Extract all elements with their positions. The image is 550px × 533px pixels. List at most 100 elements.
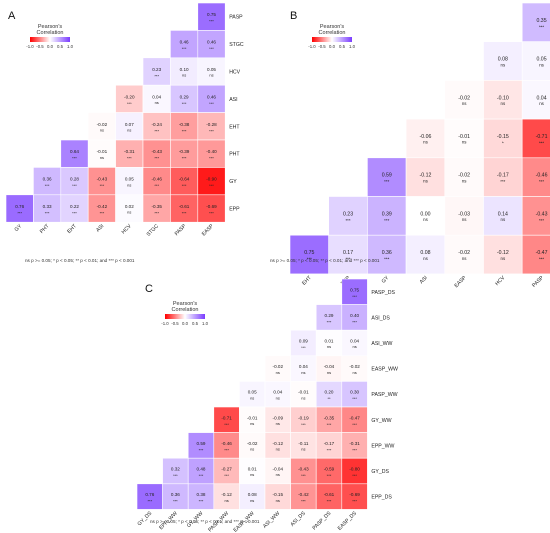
row-label: HCV xyxy=(229,70,240,76)
heatmap-cell xyxy=(521,118,550,159)
cell-significance-label: ns xyxy=(501,256,506,261)
row-label: ASI_WW xyxy=(371,341,392,347)
cell-significance-label: ns xyxy=(501,101,506,106)
cell-value-label: 0.04 xyxy=(536,95,546,101)
heatmap-cell xyxy=(290,457,317,485)
heatmap-cell xyxy=(142,167,171,196)
cell-value-label: -0.02 xyxy=(349,364,360,369)
heatmap-cell xyxy=(115,194,144,223)
cell-significance-label: *** xyxy=(182,128,187,133)
cell-value-label: -0.04 xyxy=(273,467,284,472)
footnote: ns p >= 0.05; * p < 0.05; ** p < 0.01; a… xyxy=(270,258,380,263)
cell-value-label: 0.75 xyxy=(350,287,359,292)
heatmap-cell xyxy=(239,483,266,510)
cell-significance-label: *** xyxy=(539,218,544,223)
cell-value-label: -0.09 xyxy=(273,415,284,420)
cell-significance-label: *** xyxy=(327,447,332,452)
cell-significance-label: ns xyxy=(423,217,428,222)
cell-value-label: 0.04 xyxy=(299,364,308,369)
column-label: PASP xyxy=(174,223,188,237)
cell-value-label: 0.39 xyxy=(382,211,392,217)
cell-value-label: 0.29 xyxy=(325,313,334,318)
cell-significance-label: *** xyxy=(352,294,357,299)
cell-value-label: -0.28 xyxy=(206,122,217,127)
cell-significance-label: ns xyxy=(501,62,506,67)
heatmap-cell xyxy=(187,432,215,459)
cell-value-label: 0.35 xyxy=(536,18,546,24)
heatmap-cell xyxy=(33,194,62,223)
legend-tick-label: -0.5 xyxy=(36,44,44,49)
footnote: ns p >= 0.05; * p < 0.05; ** p < 0.01; a… xyxy=(25,258,135,263)
cell-significance-label: ns xyxy=(127,210,131,215)
cell-significance-label: *** xyxy=(182,101,187,106)
column-label: EHT xyxy=(301,274,313,286)
heatmap-cell xyxy=(328,234,368,275)
heatmap-cell xyxy=(213,457,240,485)
cell-value-label: 0.09 xyxy=(299,339,308,344)
cell-significance-label: *** xyxy=(173,473,178,478)
cell-significance-label: *** xyxy=(209,19,214,24)
heatmap-cell xyxy=(187,483,215,510)
cell-significance-label: *** xyxy=(301,345,306,350)
cell-value-label: -0.02 xyxy=(97,122,108,127)
cell-significance-label: *** xyxy=(154,183,159,188)
cell-value-label: -0.69 xyxy=(349,492,360,497)
heatmap-cell xyxy=(315,304,343,331)
cell-value-label: -0.20 xyxy=(124,94,135,99)
cell-significance-label: *** xyxy=(17,211,22,216)
cell-value-label: 0.08 xyxy=(498,57,508,63)
heatmap-cell xyxy=(142,57,171,86)
heatmap-cell xyxy=(341,278,368,305)
cell-significance-label: *** xyxy=(154,156,159,161)
legend-title: Pearson's xyxy=(320,24,345,30)
heatmap-cell xyxy=(170,30,199,59)
heatmap-cell xyxy=(187,457,215,485)
heatmap-cell xyxy=(405,157,446,197)
cell-value-label: 0.17 xyxy=(343,250,353,256)
cell-value-label: -0.31 xyxy=(349,441,360,446)
cell-value-label: -0.47 xyxy=(349,415,360,420)
row-label: STGC xyxy=(229,42,244,48)
column-label: EASP xyxy=(454,275,468,289)
column-label: PASP_DS xyxy=(312,510,333,531)
heatmap-cell xyxy=(405,234,446,275)
cell-significance-label: *** xyxy=(209,46,214,51)
cell-value-label: -0.46 xyxy=(536,173,548,179)
panel-label: A xyxy=(8,10,16,22)
heatmap-cell xyxy=(87,139,116,168)
heatmap-cell xyxy=(315,483,343,510)
heatmap-cell xyxy=(197,84,226,113)
cell-significance-label: ns xyxy=(127,182,131,187)
heatmap-cell xyxy=(142,112,171,141)
heatmap-cell xyxy=(444,196,484,236)
cell-significance-label: *** xyxy=(539,24,544,29)
cell-significance-label: ns xyxy=(276,472,280,477)
cell-value-label: 0.33 xyxy=(43,204,52,209)
heatmap-cell xyxy=(60,194,89,223)
cell-significance-label: *** xyxy=(327,473,332,478)
legend-title: Pearson's xyxy=(38,24,63,30)
heatmap-cell xyxy=(290,483,317,510)
cell-significance-label: *** xyxy=(384,218,389,223)
heatmap-cell xyxy=(115,167,144,196)
row-label: PASP xyxy=(229,15,243,21)
cell-significance-label: *** xyxy=(45,211,50,216)
legend-tick-label: 0.0 xyxy=(182,321,189,326)
cell-significance-label: *** xyxy=(72,211,77,216)
legend-colorbar xyxy=(312,37,352,42)
cell-significance-label: *** xyxy=(209,128,214,133)
cell-significance-label: *** xyxy=(182,156,187,161)
heatmap-cell xyxy=(367,196,407,236)
cell-significance-label: *** xyxy=(127,101,132,106)
legend-colorbar xyxy=(30,37,70,42)
cell-value-label: -0.01 xyxy=(458,134,470,140)
cell-significance-label: ns xyxy=(127,128,131,133)
cell-value-label: 0.05 xyxy=(536,57,546,63)
cell-significance-label: ns xyxy=(100,155,104,160)
heatmap-cell xyxy=(315,355,343,382)
cell-value-label: -0.27 xyxy=(221,467,232,472)
cell-significance-label: *** xyxy=(154,74,159,79)
